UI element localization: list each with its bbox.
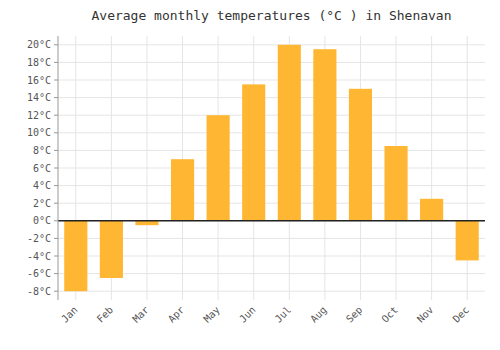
x-tick-label: Feb — [95, 304, 116, 325]
y-tick — [54, 44, 58, 45]
y-tick-label: -8°C — [27, 286, 51, 297]
y-tick-label: 8°C — [33, 145, 51, 156]
zero-line — [58, 220, 485, 222]
y-tick-label: -6°C — [27, 268, 51, 279]
y-tick — [54, 256, 58, 257]
bar — [242, 84, 265, 220]
bar — [171, 159, 194, 221]
x-tick-label: Nov — [415, 304, 436, 325]
bar — [420, 199, 443, 221]
y-tick — [54, 115, 58, 116]
y-tick-label: 2°C — [33, 198, 51, 209]
y-tick — [54, 185, 58, 186]
x-tick-label: Jan — [59, 304, 80, 325]
y-tick-label: 4°C — [33, 180, 51, 191]
y-grid-line — [58, 150, 485, 151]
y-tick — [54, 291, 58, 292]
y-grid-line — [58, 168, 485, 169]
y-tick-label: 10°C — [27, 127, 51, 138]
y-tick — [54, 238, 58, 239]
x-tick-label: May — [201, 304, 222, 325]
y-tick — [54, 97, 58, 98]
y-tick — [54, 168, 58, 169]
bars — [64, 45, 479, 291]
x-tick-label: Jul — [273, 304, 294, 325]
y-tick-label: 14°C — [27, 92, 51, 103]
y-grid-line — [58, 115, 485, 116]
y-tick — [54, 62, 58, 63]
y-tick-label: 20°C — [27, 39, 51, 50]
bar — [384, 146, 407, 221]
y-tick — [54, 203, 58, 204]
y-tick-label: -4°C — [27, 251, 51, 262]
x-tick-label: Sep — [344, 304, 365, 325]
bar — [313, 49, 336, 221]
bar — [278, 45, 301, 221]
bar — [207, 115, 230, 221]
chart: -8°C -6°C -4°C -2°C 0°C 2°C 4°C 6°C 8°C 10°C 12°C 1… — [0, 0, 500, 350]
y-tick — [54, 220, 58, 221]
bar — [100, 221, 123, 278]
y-grid-line — [58, 80, 485, 81]
y-tick-label: 0°C — [33, 215, 51, 226]
y-grid-line — [58, 132, 485, 133]
title: Average monthly temperatures (°C ) in Sh… — [91, 8, 451, 23]
y-tick-label: 6°C — [33, 163, 51, 174]
y-grid-line — [58, 44, 485, 45]
x-tick-label: Aug — [308, 304, 329, 325]
x-tick-label: Dec — [451, 304, 472, 325]
x-grid-line — [146, 36, 147, 300]
y-tick — [54, 80, 58, 81]
bar — [349, 89, 372, 221]
y-grid-line — [58, 185, 485, 186]
x-tick-label: Apr — [166, 304, 187, 325]
grid — [58, 36, 485, 300]
y-tick-label: 18°C — [27, 57, 51, 68]
x-tick-label: Mar — [130, 304, 151, 325]
y-grid-line — [58, 97, 485, 98]
y-tick — [54, 273, 58, 274]
x-tick-label: Oct — [379, 304, 400, 325]
bar — [456, 221, 479, 261]
y-axis: -8°C -6°C -4°C -2°C 0°C 2°C 4°C 6°C 8°C 10°C 12°C 1… — [27, 39, 58, 296]
y-grid-line — [58, 62, 485, 63]
x-grid-line — [431, 36, 432, 300]
y-tick — [54, 132, 58, 133]
y-tick — [54, 150, 58, 151]
x-axis: Jan Feb Mar Apr May Jun Jul Aug Sep Oct Nov Dec — [59, 304, 471, 325]
bar — [64, 221, 87, 291]
y-grid-line — [58, 291, 485, 292]
y-grid-line — [58, 220, 485, 221]
y-tick-label: 12°C — [27, 110, 51, 121]
y-tick-label: 16°C — [27, 75, 51, 86]
y-tick-label: -2°C — [27, 233, 51, 244]
x-tick-label: Jun — [237, 304, 258, 325]
